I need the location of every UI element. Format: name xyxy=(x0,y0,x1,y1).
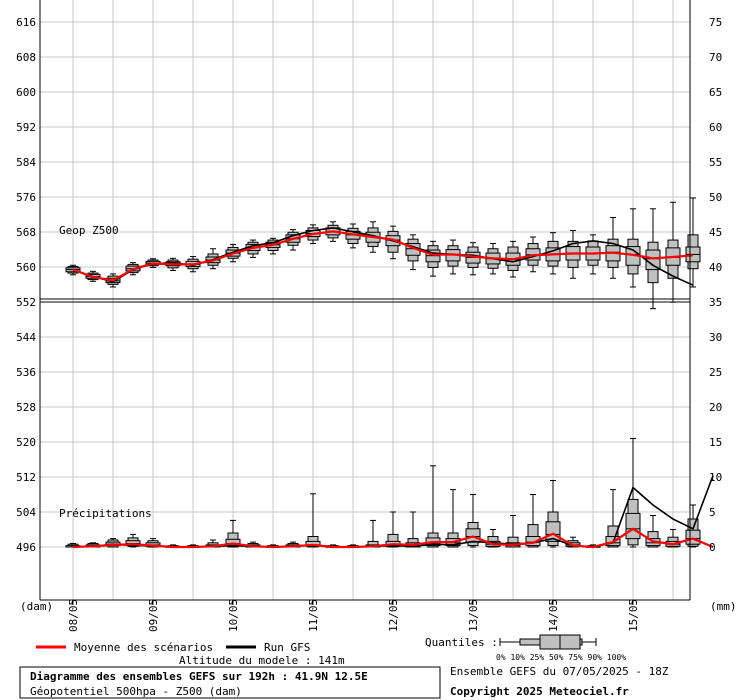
info-box xyxy=(19,666,441,699)
y-tick-label-left: 520 xyxy=(16,436,36,449)
x-tick-label: 11/05 xyxy=(307,599,320,632)
axes: 08/05 09/05 10/05 11/05 12/05 13/05 14/05 15/05… xyxy=(16,0,722,632)
y-tick-label-left: 616 xyxy=(16,16,36,29)
box-whisker xyxy=(665,201,681,303)
quantile-legend-box xyxy=(499,634,597,650)
right-unit-label: (mm) xyxy=(710,600,737,613)
quantile-box-outer xyxy=(387,533,399,548)
y-tick-label-left: 608 xyxy=(16,51,36,64)
box-whisker xyxy=(685,197,701,288)
mean-line xyxy=(72,230,694,282)
chart-subtitle: Géopotentiel 500hpa - Z500 (dam) xyxy=(30,685,242,698)
y-tick-label-left: 528 xyxy=(16,401,36,414)
y-tick-label-left: 496 xyxy=(16,541,36,554)
y-tick-label-right: 70 xyxy=(709,51,722,64)
y-tick-label-right: 65 xyxy=(709,86,722,99)
quantile-box-inner xyxy=(625,512,641,540)
y-tick-label-left: 560 xyxy=(16,261,36,274)
y-tick-label-right: 25 xyxy=(709,366,722,379)
x-tick-label: 10/05 xyxy=(227,599,240,632)
precip-panel xyxy=(65,438,714,549)
y-tick-label-left: 552 xyxy=(16,296,36,309)
mean-line xyxy=(72,527,714,549)
legend: Moyenne des scénarios Run GFS Altitude d… xyxy=(36,634,626,667)
y-tick-label-right: 60 xyxy=(709,121,722,134)
x-tick-label: 13/05 xyxy=(467,599,480,632)
x-tick-label: 12/05 xyxy=(387,599,400,632)
box-whisker xyxy=(385,511,401,548)
x-tick-label: 09/05 xyxy=(147,599,160,632)
y-tick-label-right: 20 xyxy=(709,401,722,414)
y-tick-label-right: 10 xyxy=(709,471,722,484)
y-tick-label-left: 568 xyxy=(16,226,36,239)
y-tick-label-right: 5 xyxy=(709,506,716,519)
y-tick-label-right: 0 xyxy=(709,541,716,554)
y-tick-label-left: 544 xyxy=(16,331,36,344)
y-tick-label-right: 45 xyxy=(709,226,722,239)
box-whisker xyxy=(405,234,421,271)
y-tick-label-right: 35 xyxy=(709,296,722,309)
box-whisker xyxy=(525,494,541,548)
y-tick-label-left: 576 xyxy=(16,191,36,204)
y-tick-label-right: 75 xyxy=(709,16,722,29)
box-whisker xyxy=(405,511,421,548)
quantile-box-inner xyxy=(645,249,661,271)
y-tick-label-right: 15 xyxy=(709,436,722,449)
y-tick-label-right: 40 xyxy=(709,261,722,274)
geop-panel xyxy=(65,197,701,310)
chart-title: Diagramme des ensembles GEFS sur 192h : … xyxy=(30,670,368,683)
y-tick-label-left: 600 xyxy=(16,86,36,99)
y-tick-label-left: 592 xyxy=(16,121,36,134)
box-whisker xyxy=(505,515,521,548)
y-tick-label-left: 584 xyxy=(16,156,36,169)
y-tick-label-right: 55 xyxy=(709,156,722,169)
x-tick-label: 08/05 xyxy=(67,599,80,632)
y-tick-label-left: 512 xyxy=(16,471,36,484)
quantile-ticks: 0% 10% 25% 50% 75% 90% 100% xyxy=(496,653,626,662)
box-whisker xyxy=(465,242,481,276)
altitude-label: Altitude du modele : 141m xyxy=(179,654,345,667)
copyright-label: Copyright 2025 Meteociel.fr xyxy=(450,685,629,698)
box-whisker xyxy=(445,489,461,548)
box-whisker xyxy=(445,239,461,275)
quantiles-title: Quantiles : xyxy=(425,636,498,649)
box-whisker xyxy=(305,493,321,548)
box-whisker xyxy=(425,240,441,277)
box-whisker xyxy=(365,519,381,548)
geop-panel-label: Geop Z500 xyxy=(59,224,119,237)
y-tick-label-left: 536 xyxy=(16,366,36,379)
x-tick-label: 14/05 xyxy=(547,599,560,632)
box-whisker xyxy=(605,216,621,279)
legend-run-label: Run GFS xyxy=(264,641,310,654)
quantile-box-inner xyxy=(685,529,701,545)
quantile-box-outer xyxy=(527,524,539,548)
box-whisker xyxy=(425,465,441,548)
y-tick-label-right: 30 xyxy=(709,331,722,344)
precip-panel-label: Précipitations xyxy=(59,507,152,520)
legend-mean-label: Moyenne des scénarios xyxy=(74,641,213,654)
left-unit-label: (dam) xyxy=(20,600,53,613)
y-tick-label-left: 504 xyxy=(16,506,36,519)
x-tick-label: 15/05 xyxy=(627,599,640,632)
ensemble-run-label: Ensemble GEFS du 07/05/2025 - 18Z xyxy=(450,665,669,678)
y-tick-label-right: 50 xyxy=(709,191,722,204)
